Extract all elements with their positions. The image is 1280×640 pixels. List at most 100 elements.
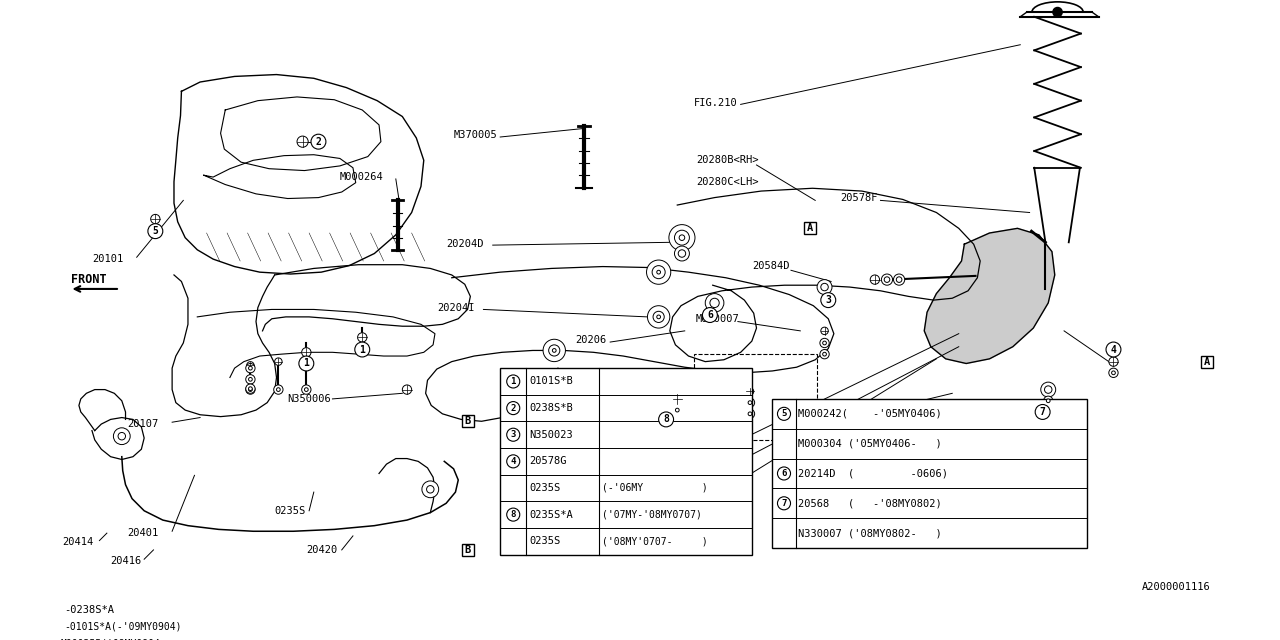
Text: ('07MY-'08MY0707): ('07MY-'08MY0707) — [602, 509, 701, 520]
Circle shape — [1108, 357, 1119, 366]
Text: 20280B<RH>: 20280B<RH> — [696, 156, 759, 165]
Text: 0101S*B: 0101S*B — [529, 376, 573, 387]
Text: 5: 5 — [152, 226, 159, 236]
Circle shape — [870, 275, 879, 284]
Circle shape — [274, 385, 283, 394]
Circle shape — [553, 349, 556, 352]
Text: M000242(    -'05MY0406): M000242( -'05MY0406) — [799, 409, 942, 419]
Text: ('08MY'0707-     ): ('08MY'0707- ) — [602, 536, 708, 547]
Circle shape — [302, 348, 311, 357]
Bar — [1201, 356, 1212, 368]
Circle shape — [678, 250, 686, 257]
Circle shape — [275, 358, 282, 365]
Text: 20414: 20414 — [63, 538, 93, 547]
Text: M030007: M030007 — [696, 314, 740, 324]
Circle shape — [118, 433, 125, 440]
Text: 2: 2 — [511, 404, 516, 413]
Text: 20206: 20206 — [575, 335, 605, 345]
Circle shape — [1111, 371, 1115, 374]
Text: M000355('09MY0904->: M000355('09MY0904-> — [60, 638, 172, 640]
Text: M000304 ('05MY0406-   ): M000304 ('05MY0406- ) — [799, 438, 942, 449]
Circle shape — [657, 315, 660, 319]
Text: 4: 4 — [1111, 344, 1116, 355]
Text: -0510S: -0510S — [625, 426, 662, 436]
Text: 4: 4 — [511, 457, 516, 466]
Circle shape — [893, 274, 905, 285]
Text: 0235S: 0235S — [529, 483, 561, 493]
Text: 20101: 20101 — [92, 254, 123, 264]
Circle shape — [653, 311, 664, 323]
Circle shape — [882, 274, 892, 285]
Circle shape — [357, 333, 367, 342]
Circle shape — [820, 327, 828, 335]
Text: 1: 1 — [303, 358, 310, 369]
Circle shape — [745, 398, 755, 407]
Circle shape — [710, 298, 719, 308]
Circle shape — [654, 268, 663, 277]
Polygon shape — [924, 228, 1055, 364]
Text: 20420: 20420 — [306, 545, 338, 555]
Text: 20200 <RH>: 20200 <RH> — [690, 428, 753, 438]
Circle shape — [817, 280, 832, 294]
Circle shape — [302, 385, 311, 394]
Circle shape — [543, 339, 566, 362]
Text: 20584D: 20584D — [751, 260, 790, 271]
Text: A2000001116: A2000001116 — [1142, 582, 1210, 592]
Circle shape — [297, 136, 308, 147]
Circle shape — [675, 230, 690, 245]
Circle shape — [680, 235, 685, 241]
Circle shape — [672, 405, 682, 415]
Text: 0235S*A: 0235S*A — [529, 509, 573, 520]
Circle shape — [305, 388, 308, 392]
Circle shape — [148, 224, 163, 239]
Circle shape — [298, 356, 314, 371]
Text: M00006: M00006 — [690, 478, 728, 488]
Circle shape — [1043, 396, 1053, 405]
Circle shape — [507, 455, 520, 468]
Text: 0238S*B: 0238S*B — [529, 403, 573, 413]
Text: 1: 1 — [511, 377, 516, 386]
Circle shape — [676, 408, 680, 412]
Circle shape — [703, 308, 717, 323]
Circle shape — [659, 412, 673, 427]
Text: 3: 3 — [826, 295, 831, 305]
Circle shape — [246, 385, 255, 394]
Bar — [500, 368, 751, 554]
Circle shape — [1044, 386, 1052, 394]
Text: -0101S*A(-'09MY0904): -0101S*A(-'09MY0904) — [64, 621, 182, 631]
Text: -0238S*A: -0238S*A — [64, 605, 114, 616]
Text: 6: 6 — [707, 310, 713, 320]
Text: 5: 5 — [781, 410, 787, 419]
Text: 20401: 20401 — [128, 528, 159, 538]
Circle shape — [1036, 404, 1050, 419]
Circle shape — [777, 497, 791, 510]
Text: 7: 7 — [1039, 407, 1046, 417]
Bar — [804, 222, 815, 234]
Circle shape — [248, 387, 252, 390]
Text: 8: 8 — [663, 415, 669, 424]
Circle shape — [669, 225, 695, 251]
Text: N350006: N350006 — [288, 394, 332, 404]
Circle shape — [777, 467, 791, 480]
Text: 20204I: 20204I — [436, 303, 475, 312]
Circle shape — [151, 214, 160, 224]
Text: N330007 ('08MY0802-   ): N330007 ('08MY0802- ) — [799, 528, 942, 538]
Text: 0235S: 0235S — [529, 536, 561, 547]
Circle shape — [672, 394, 682, 404]
Circle shape — [705, 294, 724, 312]
Circle shape — [1053, 8, 1062, 17]
Circle shape — [1046, 399, 1050, 403]
Text: FIG.280: FIG.280 — [785, 416, 828, 426]
Text: 20280C<LH>: 20280C<LH> — [696, 177, 759, 187]
Circle shape — [820, 339, 829, 348]
Circle shape — [246, 384, 255, 394]
Circle shape — [246, 364, 255, 373]
Circle shape — [355, 342, 370, 357]
Text: B: B — [465, 416, 471, 426]
Circle shape — [884, 277, 890, 282]
Circle shape — [1108, 368, 1119, 378]
Text: 7: 7 — [781, 499, 787, 508]
Circle shape — [746, 388, 754, 395]
Circle shape — [402, 385, 412, 394]
Text: 3: 3 — [511, 430, 516, 439]
